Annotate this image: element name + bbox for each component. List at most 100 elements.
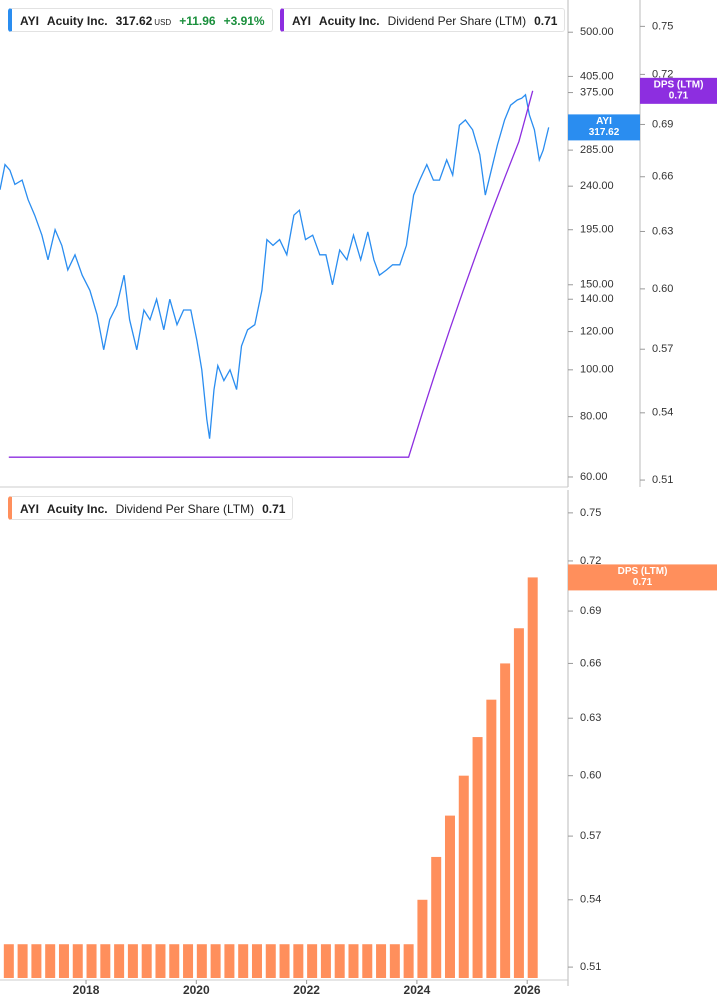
bar (3, 944, 14, 978)
y-tick-label: 195.00 (580, 224, 614, 236)
x-tick-label: 2026 (514, 983, 541, 997)
y-tick-label: 0.69 (580, 605, 601, 617)
y-tick-label: 0.57 (652, 343, 673, 355)
badge-title: DPS (LTM) (654, 79, 704, 90)
badge-box (568, 564, 717, 591)
bar (72, 944, 83, 978)
bar (513, 628, 524, 978)
y-tick-label: 0.54 (580, 894, 601, 906)
y-tick-label: 375.00 (580, 86, 614, 98)
y-tick-label: 405.00 (580, 70, 614, 82)
badge-value: 0.71 (669, 90, 689, 101)
legend-value: 0.71 (534, 14, 558, 28)
y-tick-label: 60.00 (580, 471, 608, 483)
legend-price: 317.62 (115, 14, 153, 28)
badge-value: 0.71 (633, 577, 653, 588)
series-line (8, 90, 534, 458)
y-tick-label: 0.72 (652, 68, 673, 80)
legend-company: Acuity Inc. (318, 14, 380, 28)
bar (403, 944, 414, 978)
y-tick-label: 0.63 (580, 712, 601, 724)
bar (251, 944, 262, 978)
legend-series: Dividend Per Share (LTM) (115, 502, 255, 516)
bar (293, 944, 304, 978)
legend-change: +11.96 (179, 14, 216, 28)
y-tick-label: 0.57 (580, 830, 601, 842)
legend-symbol: AYI (20, 14, 39, 28)
legend-company: Acuity Inc. (46, 14, 108, 28)
y-tick-label: 0.72 (580, 555, 601, 567)
y-tick-label: 0.60 (580, 770, 601, 782)
y-tick-label: 0.60 (652, 283, 673, 295)
y-tick-label: 120.00 (580, 325, 614, 337)
bar (31, 944, 42, 978)
bar (58, 944, 69, 978)
x-tick-label: 2022 (293, 983, 320, 997)
bar (224, 944, 235, 978)
price-badge: DPS (LTM)0.71 (568, 564, 717, 591)
legend-currency: USD (154, 18, 172, 27)
y-tick-label: 0.66 (580, 657, 601, 669)
y-tick-label: 150.00 (580, 279, 614, 291)
y-tick-label: 0.51 (580, 961, 601, 973)
badge-box (568, 114, 640, 141)
bar (183, 944, 194, 978)
x-tick-label: 2020 (183, 983, 210, 997)
bar (100, 944, 111, 978)
legend-symbol: AYI (20, 502, 39, 516)
y-tick-label: 0.75 (580, 507, 601, 519)
badge-value: 317.62 (589, 127, 620, 138)
badge-title: AYI (596, 116, 612, 127)
badge-title: DPS (LTM) (618, 566, 668, 577)
bar (527, 577, 538, 978)
bar (141, 944, 152, 978)
badge-box (640, 77, 717, 104)
bar (334, 944, 345, 978)
bar (458, 775, 469, 978)
bar (417, 899, 428, 978)
bar (114, 944, 125, 978)
bar (155, 944, 166, 978)
x-tick-label: 2024 (404, 983, 431, 997)
x-tick-label: 2018 (73, 983, 100, 997)
price-legend: AYI Acuity Inc. 317.62 USD +11.96 +3.91% (8, 8, 273, 32)
legend-series: Dividend Per Share (LTM) (387, 14, 527, 28)
bar (86, 944, 97, 978)
bar (348, 944, 359, 978)
y-tick-label: 500.00 (580, 26, 614, 38)
legend-company: Acuity Inc. (46, 502, 108, 516)
bar (169, 944, 180, 978)
legend-change-percent: +3.91% (223, 14, 265, 28)
y-tick-label: 0.51 (652, 474, 673, 486)
bar (307, 944, 318, 978)
y-tick-label: 0.54 (652, 407, 673, 419)
y-tick-label: 0.66 (652, 171, 673, 183)
y-tick-label: 285.00 (580, 144, 614, 156)
y-tick-label: 80.00 (580, 411, 608, 423)
bar (127, 944, 138, 978)
legend-symbol: AYI (292, 14, 311, 28)
bar (362, 944, 373, 978)
bar (196, 944, 207, 978)
bar (389, 944, 400, 978)
y-tick-label: 0.63 (652, 225, 673, 237)
dps-legend: AYI Acuity Inc. Dividend Per Share (LTM)… (280, 8, 566, 32)
bar (279, 944, 290, 978)
bar (265, 944, 276, 978)
bar (238, 944, 249, 978)
y-tick-label: 100.00 (580, 364, 614, 376)
bar (486, 699, 497, 978)
legend-value: 0.71 (262, 502, 286, 516)
y-tick-label: 0.75 (652, 20, 673, 32)
price-badge: DPS (LTM)0.71 (640, 77, 717, 104)
series-line (0, 93, 550, 439)
bar-legend: AYI Acuity Inc. Dividend Per Share (LTM)… (8, 496, 294, 520)
y-tick-label: 140.00 (580, 293, 614, 305)
y-tick-label: 240.00 (580, 180, 614, 192)
bar (320, 944, 331, 978)
bar (376, 944, 387, 978)
bar (17, 944, 28, 978)
